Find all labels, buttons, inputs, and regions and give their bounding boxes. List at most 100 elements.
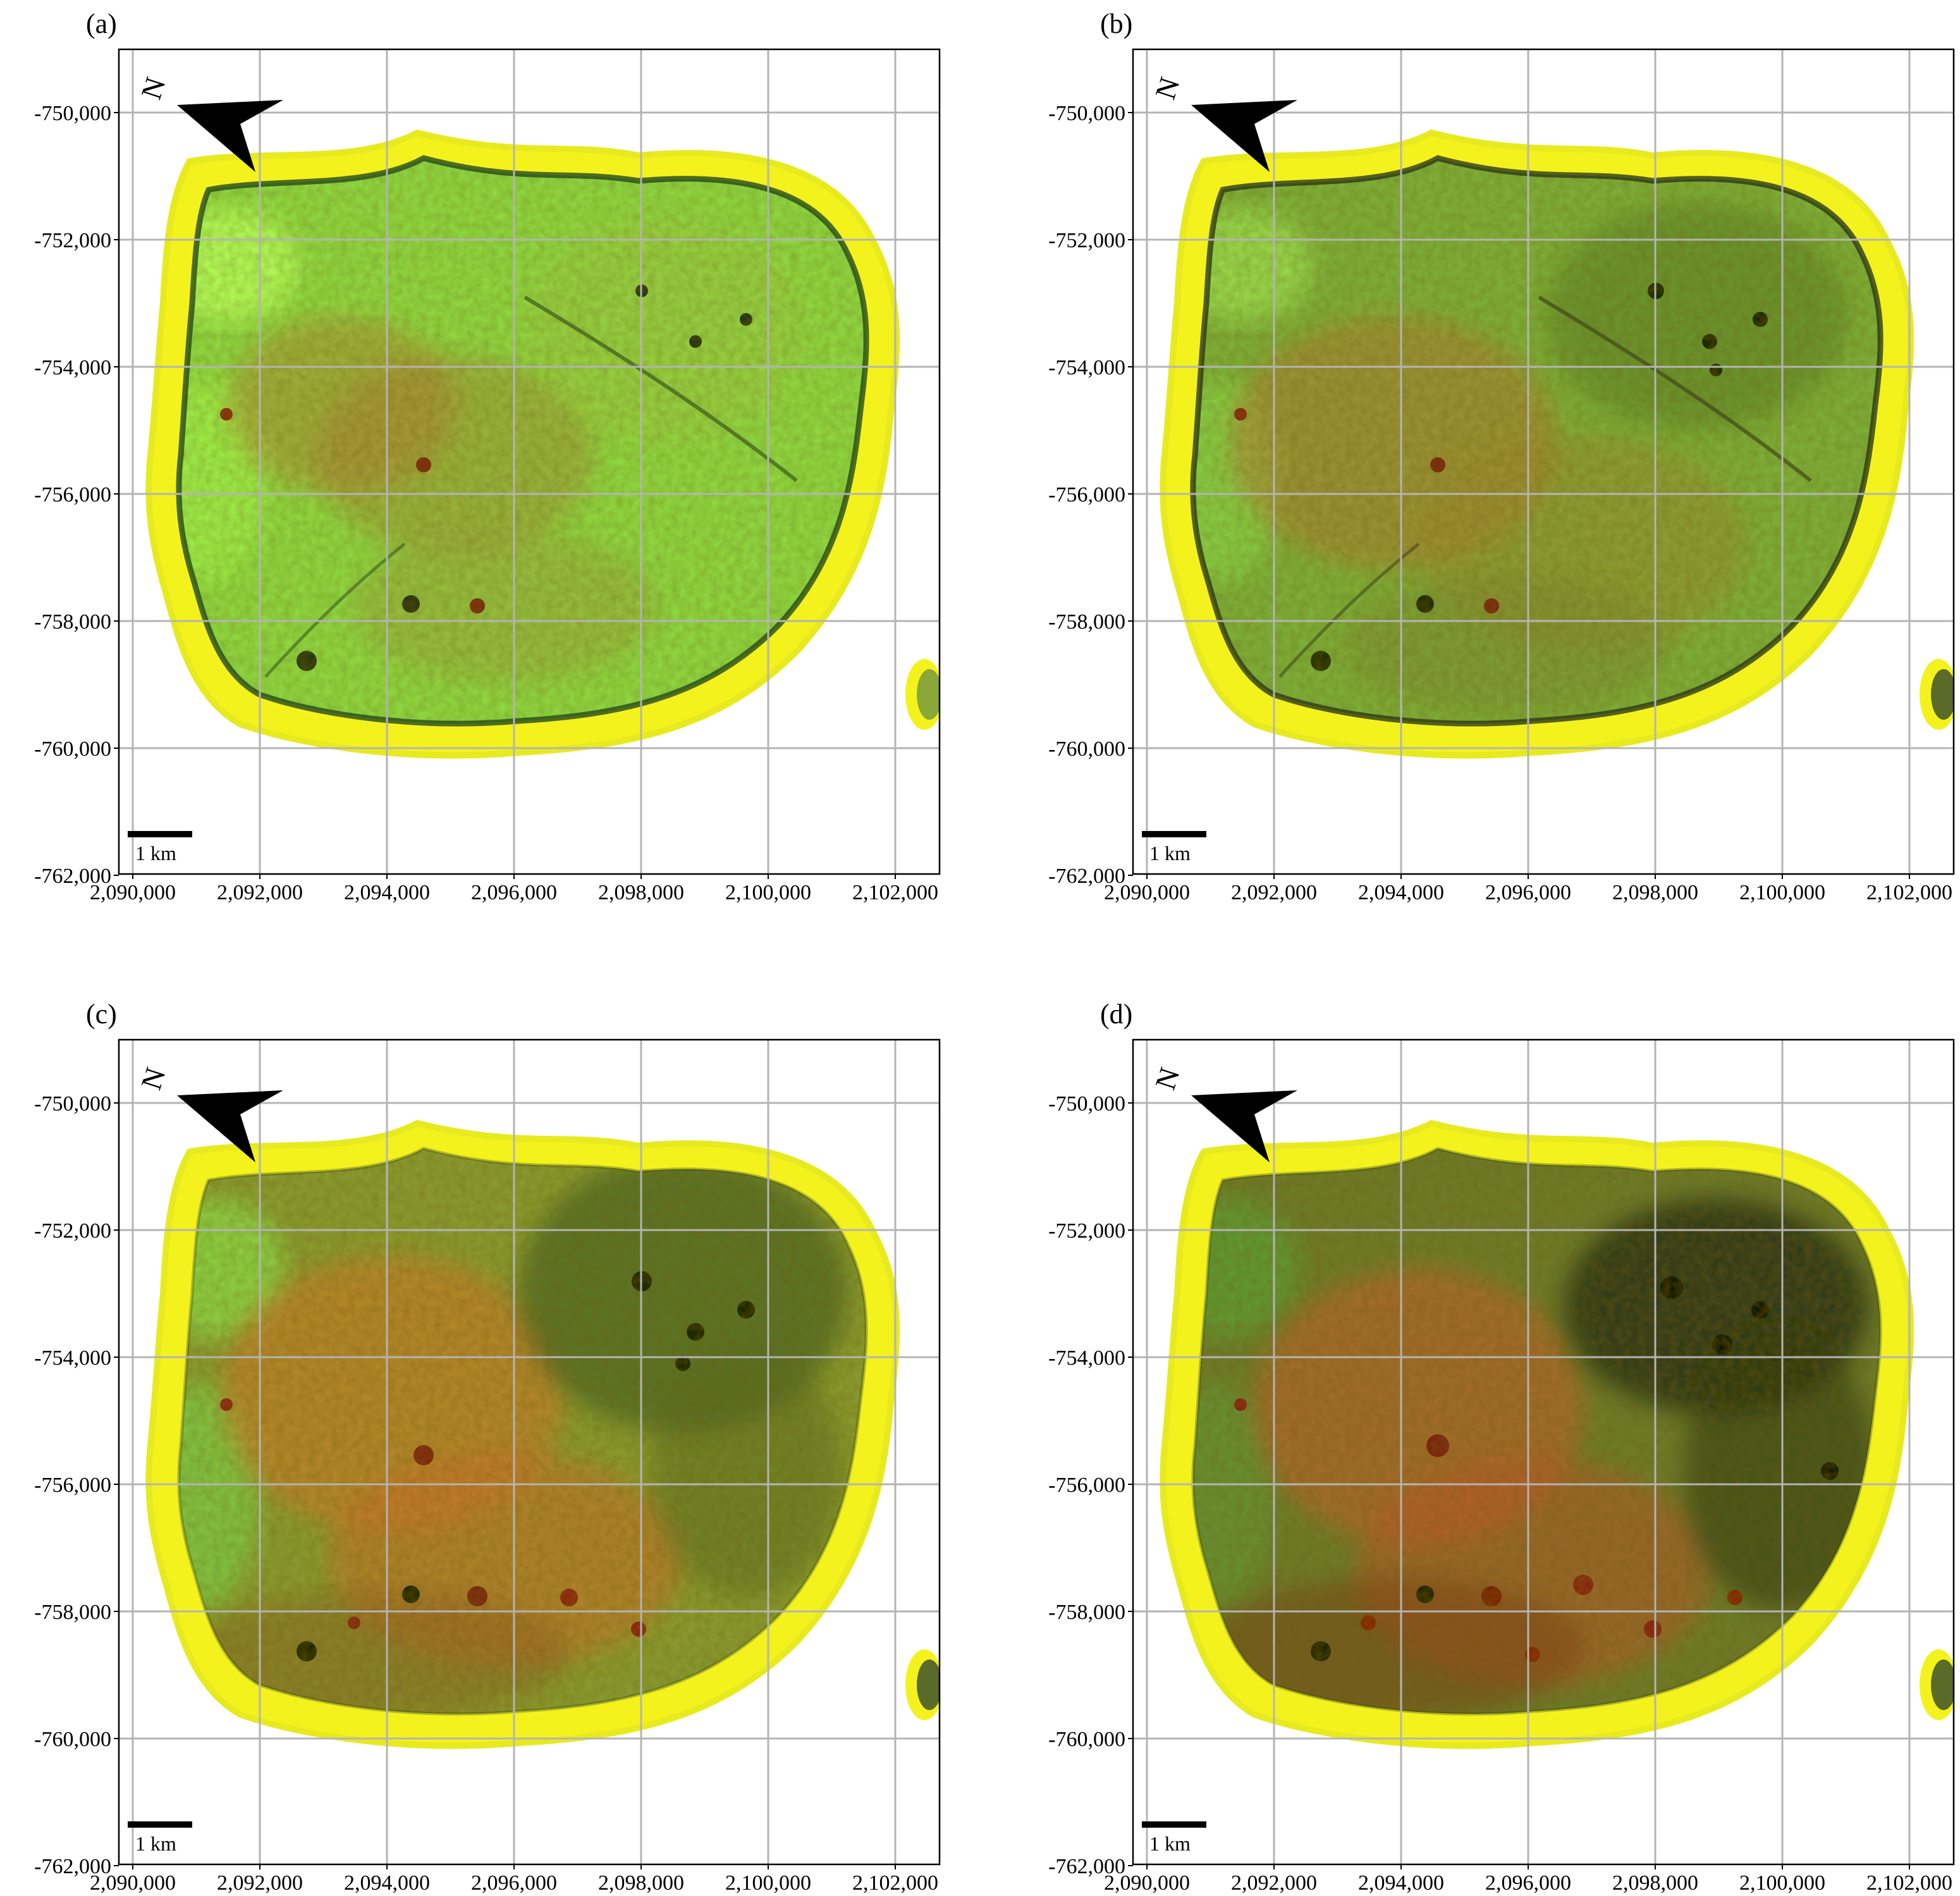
dark-spot [1311, 1641, 1331, 1661]
panel-label: (d) [1100, 999, 1132, 1030]
graticule [119, 1040, 940, 1864]
panel-label: (c) [86, 999, 117, 1030]
vegetation-patch [190, 1591, 569, 1714]
dark-spot [1573, 1575, 1593, 1595]
dark-spot [740, 313, 752, 326]
svg-text:N: N [135, 1064, 172, 1093]
y-tick-label: -752,000 [1048, 1219, 1125, 1243]
panels-layer: -750,000 -752,000 -754,000 -756,000 -758,000… [34, 8, 1955, 1895]
dark-spot [1481, 1586, 1502, 1606]
vegetation-patch [1684, 1332, 1874, 1610]
dark-spot [737, 1301, 755, 1319]
islet-core [1931, 669, 1954, 720]
y-tick-label: -758,000 [1048, 1601, 1125, 1624]
map-panel: -750,000 -752,000 -754,000 -756,000 -758,000… [1048, 8, 1955, 904]
vegetation-patch [1192, 1382, 1273, 1610]
y-tick-label: -750,000 [34, 1092, 111, 1116]
dark-spot [687, 1323, 704, 1341]
dark-spot [1484, 598, 1499, 613]
dark-spot [220, 1398, 233, 1411]
dark-spot [467, 1586, 487, 1606]
y-tick-label: -752,000 [34, 1219, 111, 1243]
dark-spot [689, 335, 702, 348]
y-tick-label: -752,000 [1048, 229, 1125, 252]
dark-spot [1361, 1615, 1376, 1630]
dark-spot [560, 1589, 578, 1606]
y-tick-label: -754,000 [1048, 1346, 1125, 1370]
x-tick-label: 2,098,000 [598, 881, 684, 904]
scale-bar: 1 km [1142, 1821, 1206, 1855]
dark-spot [297, 1641, 317, 1661]
x-tick-label: 2,090,000 [90, 1871, 176, 1895]
y-tick-label: -760,000 [1048, 737, 1125, 761]
x-tick-label: 2,096,000 [1485, 1871, 1571, 1895]
dark-spot [1710, 364, 1722, 376]
dark-spot [220, 408, 233, 421]
dark-spot [413, 1445, 434, 1465]
scale-bar-label: 1 km [135, 1832, 176, 1855]
shoreline-track [176, 155, 869, 727]
y-tick-label: -758,000 [1048, 610, 1125, 634]
dark-spot [1644, 1620, 1662, 1638]
graticule [1133, 1040, 1954, 1864]
dark-spot [1234, 1398, 1247, 1411]
shoreline-track [1190, 155, 1883, 727]
y-tick-label: -758,000 [34, 610, 111, 634]
svg-text:N: N [1149, 1064, 1186, 1093]
scale-bar-line [128, 1821, 192, 1828]
dark-spot [1753, 312, 1768, 327]
y-tick-label: -762,000 [1048, 1855, 1125, 1878]
inland-track [1278, 543, 1420, 678]
x-tick-label: 2,100,000 [725, 881, 811, 904]
dark-spot [402, 595, 420, 613]
x-tick-label: 2,094,000 [1358, 881, 1444, 904]
dark-spot [1416, 595, 1434, 613]
x-tick-label: 2,094,000 [344, 1871, 430, 1895]
vegetation-patch [1204, 1579, 1583, 1714]
dark-spot [1311, 651, 1331, 671]
x-tick-label: 2,098,000 [598, 1871, 684, 1895]
y-tick-label: -760,000 [1048, 1728, 1125, 1751]
x-tick-label: 2,094,000 [344, 881, 430, 904]
dark-spot [297, 651, 317, 671]
x-tick-label: 2,090,000 [1104, 881, 1190, 904]
satellite-image [145, 1119, 940, 1749]
x-tick-label: 2,100,000 [1739, 881, 1825, 904]
vegetation-patch [1343, 576, 1672, 715]
x-tick-label: 2,092,000 [1231, 1871, 1317, 1895]
shoreline-track [1191, 1147, 1882, 1716]
dark-spot [1430, 457, 1445, 472]
dark-spot [348, 1616, 360, 1629]
islet-core [917, 669, 940, 720]
panel-label: (b) [1100, 8, 1132, 39]
inland-track [1538, 295, 1812, 483]
scale-bar-label: 1 km [1149, 1832, 1191, 1855]
x-tick-label: 2,092,000 [1231, 881, 1317, 904]
map-frame [1132, 1038, 1955, 1866]
x-tick-label: 2,102,000 [852, 881, 938, 904]
y-tick-label: -750,000 [34, 102, 111, 125]
shoreline-track [177, 1147, 868, 1716]
dark-spot [1416, 1585, 1434, 1603]
x-tick-label: 2,092,000 [217, 881, 303, 904]
x-tick-label: 2,090,000 [1104, 1871, 1190, 1895]
x-tick-label: 2,102,000 [1866, 881, 1952, 904]
dark-spot [470, 598, 485, 613]
x-tick-label: 2,100,000 [725, 1871, 811, 1895]
inland-track [524, 295, 798, 483]
scale-bar: 1 km [128, 1821, 192, 1855]
map-frame [1132, 48, 1955, 875]
x-tick-label: 2,096,000 [471, 881, 557, 904]
vegetation-patch [354, 531, 658, 683]
scale-bar-line [1142, 1821, 1206, 1828]
x-tick-label: 2,098,000 [1612, 881, 1698, 904]
dark-spot [1702, 334, 1717, 349]
satellite-image [145, 129, 940, 759]
dark-spot [1426, 1434, 1449, 1457]
map-frame [118, 1038, 941, 1866]
scale-bar-label: 1 km [135, 842, 176, 865]
y-tick-label: -752,000 [34, 229, 111, 252]
y-tick-label: -756,000 [1048, 1474, 1125, 1497]
inland-track [264, 543, 406, 678]
